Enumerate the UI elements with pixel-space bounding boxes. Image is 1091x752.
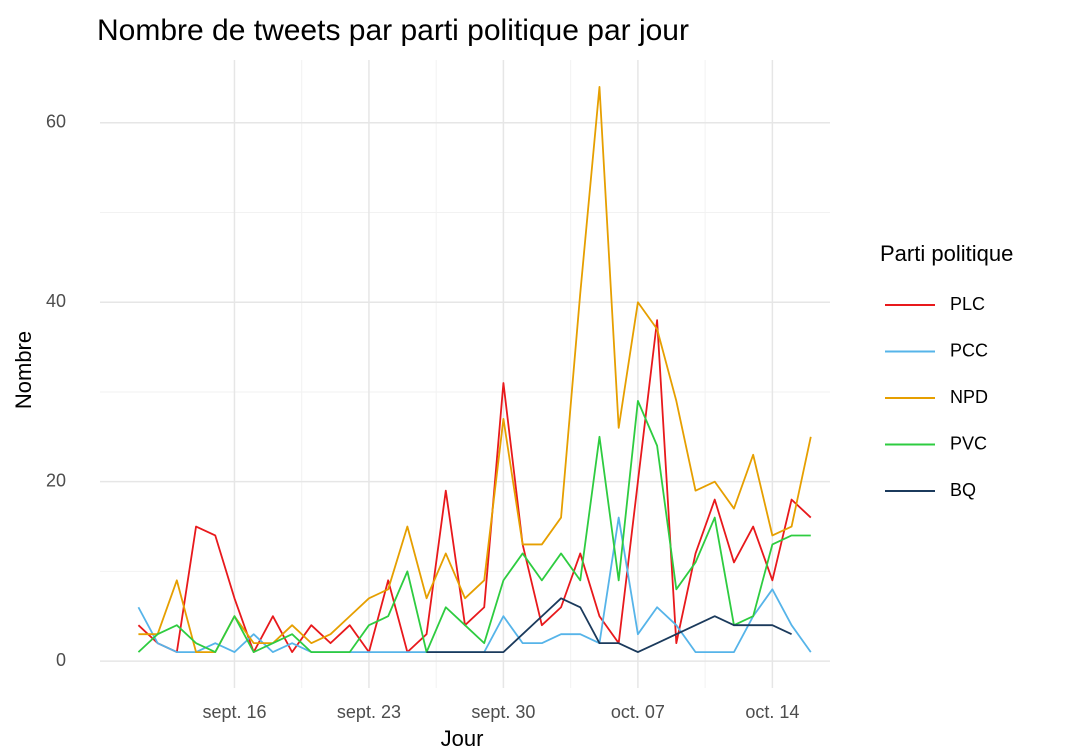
legend-title: Parti politique (880, 241, 1013, 266)
legend-label: PCC (950, 340, 988, 360)
x-tick-label: sept. 23 (337, 702, 401, 722)
y-tick-label: 60 (46, 112, 66, 132)
series-line (137, 516, 812, 654)
series-line (137, 400, 811, 654)
chart-title: Nombre de tweets par parti politique par… (97, 14, 689, 47)
series-line (426, 597, 792, 654)
y-tick-label: 40 (46, 291, 66, 311)
y-axis-label: Nombre (11, 331, 36, 409)
x-axis-label: Jour (441, 726, 484, 751)
y-tick-label: 20 (46, 470, 66, 490)
x-tick-label: sept. 16 (202, 702, 266, 722)
series-line (138, 86, 812, 654)
legend-label: BQ (950, 480, 976, 500)
legend-label: PLC (950, 294, 985, 314)
legend-label: NPD (950, 387, 988, 407)
y-tick-label: 0 (56, 650, 66, 670)
x-tick-label: oct. 14 (745, 702, 799, 722)
x-tick-label: oct. 07 (611, 702, 665, 722)
series-line (137, 319, 812, 654)
legend-label: PVC (950, 433, 987, 453)
x-tick-label: sept. 30 (471, 702, 535, 722)
